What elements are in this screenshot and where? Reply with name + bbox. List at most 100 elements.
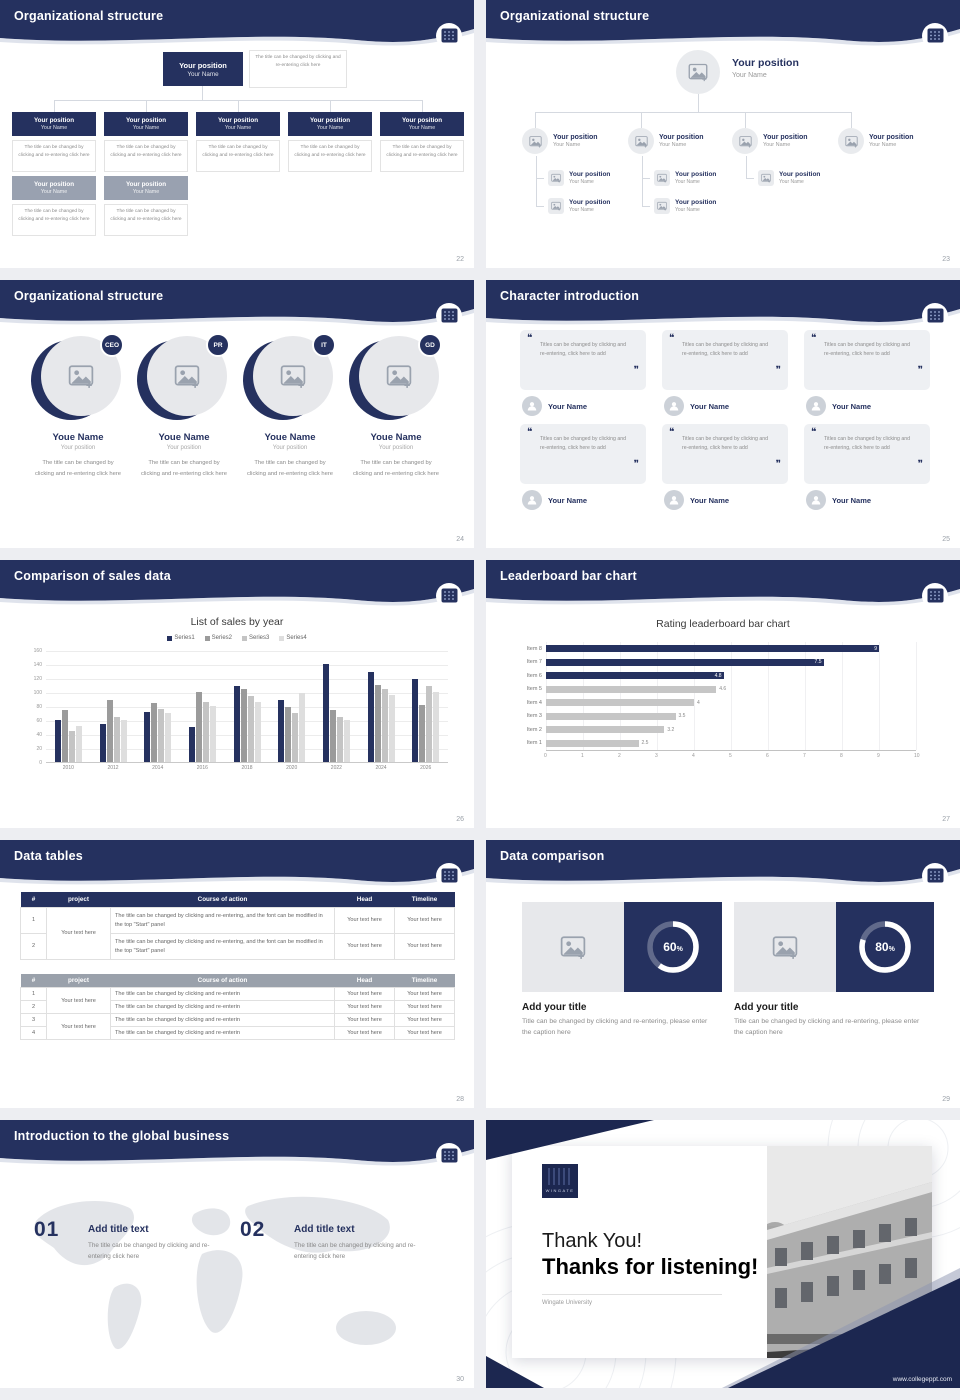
connector-line <box>746 178 754 179</box>
legend-label: Series3 <box>249 635 270 641</box>
y-tick-label: 120 <box>33 676 42 682</box>
column-header: # <box>20 892 47 908</box>
page-number: 23 <box>942 256 950 263</box>
image-icon <box>174 363 200 389</box>
slide-header: Leaderboard bar chart <box>486 560 960 614</box>
donut-ring <box>647 921 699 973</box>
org-node: Your position Your Name <box>548 198 610 214</box>
org-node-caption: The title can be changed by clicking and… <box>288 140 372 172</box>
x-tick-label: 6 <box>766 753 769 759</box>
hbar-value: 4.6 <box>719 686 727 693</box>
org-node-text: Your position Your Name <box>675 199 716 213</box>
slide-28-data-tables[interactable]: # project Course of action Head Timeline… <box>0 840 474 1108</box>
column-header: Timeline <box>394 892 455 908</box>
card-caption: Title can be changed by clicking and re-… <box>734 1018 920 1036</box>
quote-bubble: Titles can be changed by clicking and re… <box>520 424 646 484</box>
page-number: 27 <box>942 816 950 823</box>
slide-30-global-business[interactable]: 01 Add title text The title can be chang… <box>0 1120 474 1388</box>
org-node-caption: The title can be changed by clicking and… <box>104 140 188 172</box>
y-tick-label: 40 <box>36 732 42 738</box>
legend-item: Series1 <box>167 635 195 641</box>
hbar: 7.5 <box>546 658 824 666</box>
org-node-text: Your position Your Name <box>869 134 914 148</box>
slide-header: Organizational structure <box>0 280 474 334</box>
cell-timeline: Your text here <box>394 1000 455 1015</box>
horizontal-bar-chart: Rating leaderboard bar chart Item 8 9 Item… <box>486 608 960 760</box>
org-node-name: Your Name <box>408 125 436 131</box>
slide-27-leaderboard-bar-chart[interactable]: Rating leaderboard bar chart Item 8 9 Item… <box>486 560 960 828</box>
bar-group <box>359 651 404 762</box>
org-node-position: Your position <box>763 134 808 141</box>
cell-index: 3 <box>20 1013 47 1028</box>
org-node-position: Your position <box>401 117 443 124</box>
bar <box>106 700 113 762</box>
image-placeholder <box>654 170 670 186</box>
org-node: Your position Your Name <box>380 112 464 136</box>
cell-timeline: Your text here <box>394 907 455 934</box>
bar <box>165 713 172 762</box>
cell-timeline: Your text here <box>394 1026 455 1041</box>
org-node: Your position Your Name <box>104 176 188 200</box>
team-member: IT Youe Name Your position The title can… <box>242 333 338 480</box>
member-position: Your position <box>166 445 202 451</box>
org-node-name: Your Name <box>316 125 344 131</box>
image-placeholder <box>676 50 720 94</box>
member-photo: PR <box>137 333 230 420</box>
slide-24-organizational-structure[interactable]: CEO Youe Name Your position The title ca… <box>0 280 474 548</box>
bar <box>254 701 261 762</box>
page-number: 26 <box>456 816 464 823</box>
cell-timeline: Your text here <box>394 1013 455 1028</box>
hbar: 4.8 <box>546 672 724 680</box>
org-node-caption: The title can be changed by clicking and… <box>12 204 96 236</box>
quote-bubble: Titles can be changed by clicking and re… <box>520 330 646 390</box>
org-node-caption: The title can be changed by clicking and… <box>380 140 464 172</box>
image-icon <box>551 201 561 211</box>
cell-head: Your text here <box>334 986 395 1002</box>
bar <box>374 685 381 762</box>
hbar-value: 2.5 <box>641 740 649 747</box>
image-placeholder <box>548 198 564 214</box>
org-node-name: Your Name <box>763 142 791 148</box>
org-node-position: Your position <box>569 199 611 206</box>
org-node: Your position Your Name <box>288 112 372 136</box>
connector-line <box>536 156 537 206</box>
item-number: 01 <box>34 1218 60 1241</box>
chart-title: List of sales by year <box>190 616 284 628</box>
image-icon <box>739 135 752 148</box>
cell-head: Your text here <box>334 1000 395 1015</box>
bar <box>75 725 82 762</box>
member-photo: CEO <box>31 333 124 420</box>
org-node-position: Your position <box>33 181 75 188</box>
bar <box>285 707 292 762</box>
university-name: Wingate University <box>542 1300 593 1306</box>
bar-group <box>314 651 359 762</box>
slide-31-thank-you[interactable]: WINGATE Thank You! Thanks for listening!… <box>486 1120 960 1388</box>
slide-23-organizational-structure[interactable]: Your position Your Name Your position Yo… <box>486 0 960 268</box>
hbar-row: Item 2 3.2 <box>527 723 916 737</box>
image-icon <box>280 363 306 389</box>
character-name: Your Name <box>832 495 872 505</box>
website-link[interactable]: www.collegeppt.com <box>892 1376 952 1383</box>
bar-group <box>135 651 180 762</box>
legend-swatch <box>204 635 210 641</box>
bar <box>188 727 195 762</box>
item-caption: The title can be changed by clicking and… <box>88 1242 210 1261</box>
slide-26-comparison-of-sales-data[interactable]: List of sales by year Series1 Series2 Seri… <box>0 560 474 828</box>
slide-25-character-introduction[interactable]: Titles can be changed by clicking and re… <box>486 280 960 548</box>
page-number: 22 <box>456 256 464 263</box>
slide-29-data-comparison[interactable]: 60% Add your title Title can be changed … <box>486 840 960 1108</box>
y-tick-label: 20 <box>36 746 42 752</box>
org-node-text: Your position Your Name <box>675 171 716 185</box>
org-node: Your position Your Name <box>12 112 96 136</box>
cell-course: The title can be changed by clicking and… <box>110 1000 335 1015</box>
slide-22-organizational-structure[interactable]: Your position Your Name The title can be… <box>0 0 474 268</box>
bar-group <box>269 651 314 762</box>
cell-head: Your text here <box>334 1013 395 1028</box>
hbar-value: 7.5 <box>814 659 822 666</box>
avatar <box>806 396 826 416</box>
bar-group <box>91 651 136 762</box>
bar <box>426 686 433 762</box>
donut-panel: 80% <box>836 902 934 992</box>
org-node-text: Your position Your Name <box>569 171 610 185</box>
cell-timeline: Your text here <box>394 986 455 1002</box>
